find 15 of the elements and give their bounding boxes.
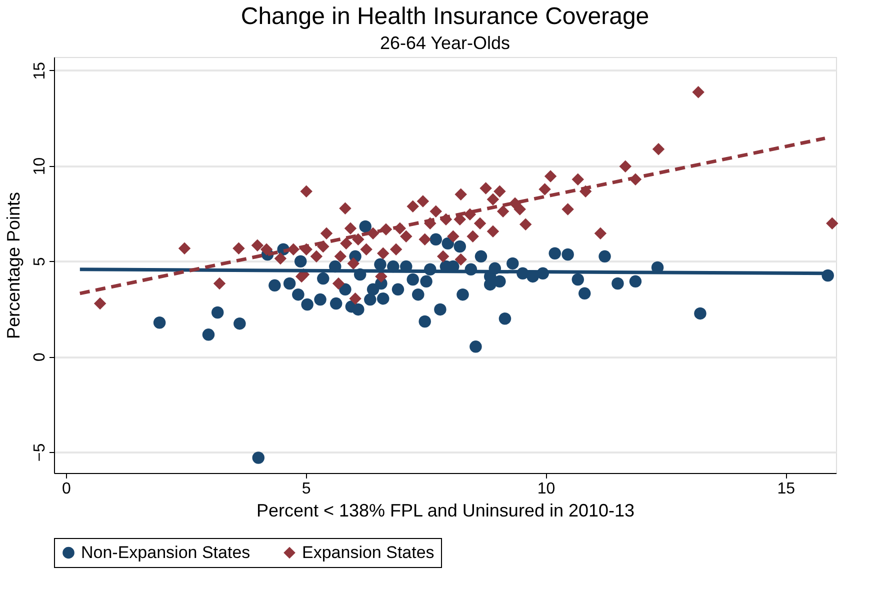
y-tick-label: 0 bbox=[32, 352, 48, 362]
chart-subtitle: 26-64 Year-Olds bbox=[380, 33, 510, 53]
x-tick-label: 5 bbox=[302, 480, 311, 498]
x-tick-label: 15 bbox=[777, 480, 796, 498]
y-tick-label: 5 bbox=[32, 257, 48, 266]
legend-label: Expansion States bbox=[302, 542, 434, 562]
y-tick-label: 10 bbox=[32, 157, 48, 176]
x-tick-label: 0 bbox=[62, 480, 72, 498]
chart-title: Change in Health Insurance Coverage bbox=[240, 3, 650, 30]
y-tick-label: 15 bbox=[32, 62, 48, 80]
x-tick-label: 10 bbox=[537, 480, 556, 498]
y-tick-label: −5 bbox=[32, 443, 48, 462]
y-axis-title: Percentage Points bbox=[4, 192, 24, 340]
legend-label: Non-Expansion States bbox=[81, 542, 250, 562]
x-axis-title: Percent < 138% FPL and Uninsured in 2010-13 bbox=[256, 500, 635, 520]
